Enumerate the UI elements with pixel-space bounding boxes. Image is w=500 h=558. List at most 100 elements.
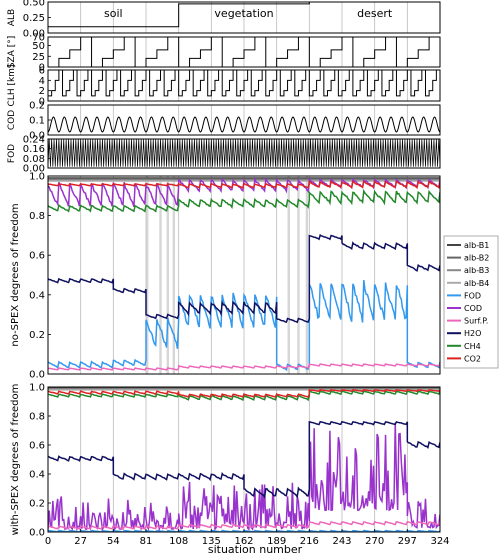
y-tick-label: 0.50 [23, 0, 45, 9]
x-tick-label: 135 [202, 536, 221, 547]
y-tick-label: 0.0 [29, 131, 45, 142]
x-tick-label: 189 [267, 536, 286, 547]
y-axis-label: ALB [7, 9, 17, 26]
shaded-region [146, 176, 149, 374]
x-tick-label: 324 [430, 536, 449, 547]
y-tick-label: 70 [32, 33, 45, 44]
shaded-region [172, 176, 176, 374]
y-axis-label: SZA [°] [7, 36, 17, 68]
axes-frame [47, 175, 441, 375]
region-label-soil: soil [104, 7, 123, 20]
panel-1: 0.00 0.25 0.50 ALB soil vegetation desert [7, 0, 441, 40]
series-group [48, 139, 440, 167]
legend-label-H2O: H2O [464, 329, 481, 338]
y-tick-label: 0.25 [23, 13, 45, 24]
x-tick-label: 297 [398, 536, 417, 547]
legend-label-alb-B4: alb-B4 [464, 279, 489, 288]
y-tick-label: 0.4 [29, 290, 45, 301]
y-tick-label: 0.08 [23, 154, 45, 165]
y-tick-label: 25 [32, 52, 45, 63]
y-tick-label: 0.8 [29, 412, 45, 423]
y-tick-label: 1.0 [29, 383, 45, 394]
series-FOD-line [48, 280, 440, 372]
series-group [48, 2, 440, 28]
legend-label-CH4: CH4 [464, 342, 481, 351]
y-tick-label: 6 [39, 66, 45, 77]
panel-4: 0.0 0.1 0.2 COD [7, 101, 441, 142]
legend-label-Surf.P.: Surf.P. [464, 317, 488, 326]
legend-label-alb-B1: alb-B1 [464, 241, 489, 250]
shaded-region [166, 176, 169, 374]
legend-label-alb-B3: alb-B3 [464, 266, 489, 275]
y-tick-label: 0.1 [29, 116, 45, 127]
y-tick-label: 0.00 [23, 164, 45, 175]
series-CO2-line [48, 388, 440, 398]
y-tick-label: 0.4 [29, 470, 45, 481]
shaded-region [305, 176, 309, 374]
y-tick-label: 0.2 [29, 499, 45, 510]
y-tick-label: 0.6 [29, 441, 45, 452]
y-tick-label: 4 [39, 76, 45, 87]
y-tick-label: 0.2 [29, 330, 45, 341]
legend-label-FOD: FOD [464, 291, 481, 300]
series-CO2-line [48, 180, 440, 190]
axes-frame [47, 104, 441, 136]
panel-6: 0.0 0.2 0.4 0.6 0.8 1.0 no-SPEX degrees of fre… [10, 172, 441, 381]
region-label-desert: desert [357, 7, 393, 20]
y-tick-label: 0.0 [29, 528, 45, 539]
y-tick-label: 2 [39, 86, 45, 97]
series-Surf.P.-line [48, 363, 440, 371]
x-tick-label: 270 [365, 536, 384, 547]
y-tick-label: 0 [39, 63, 45, 74]
sza-series-line [48, 37, 440, 67]
y-tick-label: 0.24 [23, 135, 45, 146]
legend-label-COD: COD [464, 304, 482, 313]
y-tick-label: 1.0 [29, 172, 45, 183]
series-H2O-line [48, 233, 440, 324]
series-Surf.P.-line [48, 520, 440, 530]
series-COD-line [48, 422, 440, 532]
clh-series-line [48, 70, 440, 97]
x-tick-label: 54 [107, 536, 120, 547]
series-H2O-line [48, 420, 440, 499]
series-group [48, 116, 440, 133]
y-axis-label: CLH [km] [7, 65, 17, 107]
x-tick-label: 0 [45, 536, 51, 547]
y-axis-label: with-SPEX degrees of freedom [10, 384, 21, 536]
axes-frame [47, 69, 441, 102]
y-tick-label: 0.8 [29, 211, 45, 222]
legend-label-CO2: CO2 [464, 354, 481, 363]
y-tick-label: 50 [32, 41, 45, 52]
shaded-region [297, 176, 300, 374]
axes-frame [47, 138, 441, 169]
series-CH4-line [48, 188, 440, 213]
x-tick-label: 108 [169, 536, 188, 547]
axes-frame [47, 36, 441, 68]
y-tick-label: 0.0 [29, 370, 45, 381]
alb-series-line [48, 2, 440, 28]
region-label-vegetation: vegetation [214, 7, 273, 20]
y-tick-label: 0.2 [29, 101, 45, 112]
y-tick-label: 0 [39, 97, 45, 108]
fod-series-line [48, 139, 440, 167]
cod-series-line [48, 116, 440, 133]
series-group [48, 70, 440, 97]
y-axis-label: no-SPEX degrees of freedom [10, 203, 21, 346]
y-tick-label: 0.16 [23, 144, 45, 155]
series-group [48, 176, 440, 372]
panel-5: 0.000.080.160.24 FOD [7, 135, 441, 175]
legend-label-alb-B2: alb-B2 [464, 254, 489, 263]
x-tick-label: 216 [300, 536, 319, 547]
x-axis-label: situation number [208, 543, 303, 556]
panel-7: 0.0 0.2 0.4 0.6 0.8 1.0 with-SPEX degrees of f… [10, 383, 450, 548]
axes-frame [47, 1, 441, 34]
x-tick-label: 162 [234, 536, 253, 547]
x-tick-label: 27 [74, 536, 87, 547]
y-axis-label: FOD [7, 144, 17, 163]
series-group [48, 37, 440, 67]
shaded-region [287, 176, 290, 374]
